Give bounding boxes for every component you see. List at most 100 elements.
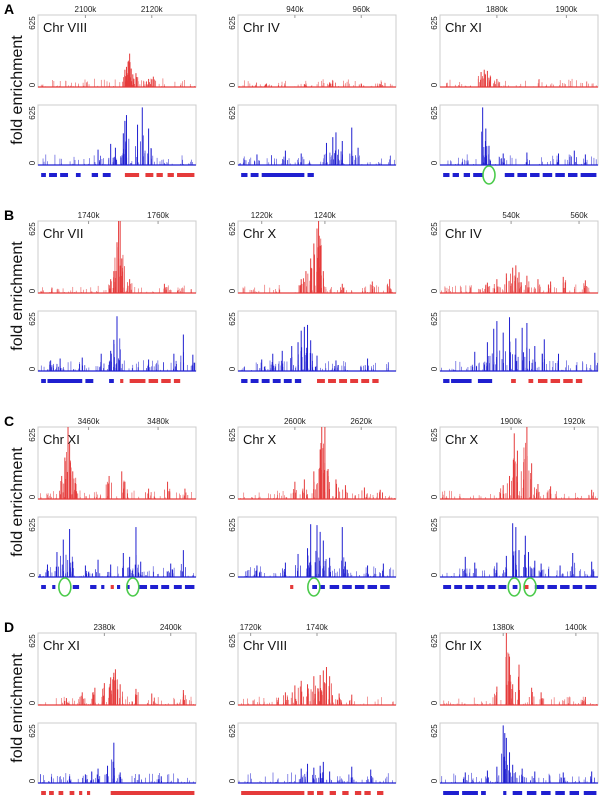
gene-bar (477, 379, 493, 383)
gene-bar (173, 585, 182, 589)
x-tick-label: 560k (570, 211, 588, 220)
gene-bar (354, 585, 365, 589)
gene-bar (49, 791, 54, 795)
chromosome-label: Chr IX (445, 638, 482, 653)
subplot: 2600k 2620k 625 0 625 0 Chr X (228, 417, 397, 597)
gene-bar (350, 379, 359, 383)
x-tick-label: 3480k (147, 417, 170, 426)
y-tick-label-zero: 0 (430, 82, 439, 87)
gene-bar (41, 585, 46, 589)
highlight-circle (482, 165, 496, 185)
gene-bar (91, 173, 99, 177)
gene-bar (241, 791, 305, 795)
y-tick-label-zero: 0 (228, 700, 237, 705)
highlight-circle (126, 577, 140, 597)
gene-bar (312, 585, 317, 589)
x-tick-label: 960k (353, 5, 371, 14)
gene-bar (150, 585, 159, 589)
highlight-circle (307, 577, 321, 597)
y-tick-label-zero: 0 (28, 82, 37, 87)
gene-bar (504, 173, 515, 177)
y-tick-label-top: 625 (28, 312, 37, 326)
y-tick-label-zero: 0 (228, 82, 237, 87)
x-tick-label: 1760k (147, 211, 170, 220)
y-tick-label-top: 625 (430, 634, 439, 648)
x-tick-label: 2400k (160, 623, 183, 632)
gene-bar (575, 379, 583, 383)
gene-bar (261, 173, 305, 177)
gene-bar (443, 585, 452, 589)
gene-bar (161, 585, 170, 589)
x-tick-label: 1900k (500, 417, 523, 426)
gene-bar (572, 585, 583, 589)
gene-bar (49, 173, 57, 177)
gene-bar (173, 379, 181, 383)
gene-bar (487, 585, 496, 589)
gene-bar (462, 791, 478, 795)
highlight-circle (523, 577, 537, 597)
gene-bar (481, 791, 486, 795)
gene-bar (79, 791, 83, 795)
subplot: 940k 960k 625 0 625 0 Chr IV (228, 5, 397, 177)
y-tick-label-zero: 0 (28, 160, 37, 165)
gene-bar (58, 791, 64, 795)
gene-bar (109, 379, 114, 383)
gene-bar (294, 379, 302, 383)
gene-bar (261, 379, 270, 383)
y-tick-label-top: 625 (28, 222, 37, 236)
gene-bar (124, 173, 140, 177)
gene-bar (342, 791, 349, 795)
chromosome-label: Chr IV (445, 226, 482, 241)
gene-bar (139, 585, 148, 589)
gene-bar (126, 585, 130, 589)
gene-bar (250, 379, 259, 383)
y-tick-label-zero: 0 (430, 366, 439, 371)
gene-bar (241, 173, 248, 177)
gene-bar (41, 791, 46, 795)
gene-bar (560, 585, 570, 589)
gene-bar (317, 379, 325, 383)
gene-bar (512, 791, 523, 795)
gene-bar (329, 791, 336, 795)
gene-bar (443, 791, 459, 795)
gene-bar (550, 379, 561, 383)
subplot: 1380k 1400k 625 0 625 0 Chr IX (430, 623, 599, 795)
y-axis-label: fold enrichment (9, 241, 26, 351)
chromosome-label: Chr XI (445, 20, 482, 35)
chromosome-label: Chr VII (43, 226, 83, 241)
x-tick-label: 540k (502, 211, 520, 220)
y-tick-label-zero: 0 (28, 700, 37, 705)
gene-bar (583, 791, 597, 795)
y-tick-label-top: 625 (228, 428, 237, 442)
y-tick-label-top: 625 (228, 634, 237, 648)
y-tick-label-top: 625 (430, 312, 439, 326)
gene-bar (283, 379, 292, 383)
gene-bar (547, 585, 557, 589)
y-tick-label-top: 625 (28, 634, 37, 648)
gene-bar (90, 585, 97, 589)
y-tick-label-top: 625 (28, 724, 37, 738)
x-tick-label: 1720k (240, 623, 263, 632)
gene-bar (580, 173, 597, 177)
gene-bar (272, 379, 281, 383)
x-tick-label: 3460k (78, 417, 101, 426)
y-tick-label-top: 625 (28, 518, 37, 532)
x-tick-label: 1740k (306, 623, 329, 632)
gene-bar (569, 791, 580, 795)
chromosome-label: Chr X (243, 432, 277, 447)
panel-letter: D (4, 619, 14, 635)
x-tick-label: 1920k (563, 417, 586, 426)
y-tick-label-top: 625 (228, 312, 237, 326)
gene-bar (528, 379, 534, 383)
gene-bar (129, 379, 146, 383)
y-tick-label-top: 625 (228, 724, 237, 738)
y-tick-label-zero: 0 (228, 366, 237, 371)
panel-letter: B (4, 207, 14, 223)
chromosome-label: Chr X (243, 226, 277, 241)
gene-bar (364, 791, 371, 795)
gene-bar (503, 791, 507, 795)
gene-bar (443, 173, 450, 177)
x-tick-label: 1880k (486, 5, 509, 14)
highlight-circle (58, 577, 72, 597)
y-tick-label-top: 625 (28, 106, 37, 120)
